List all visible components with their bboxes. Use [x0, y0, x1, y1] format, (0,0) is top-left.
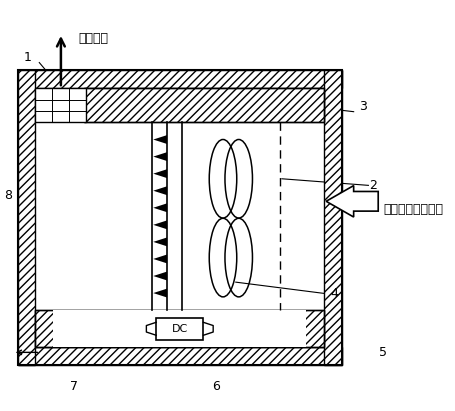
Polygon shape: [153, 272, 167, 280]
Text: 干净空气: 干净空气: [78, 32, 108, 44]
Text: 2: 2: [369, 179, 376, 192]
Text: 7: 7: [70, 380, 77, 393]
Text: 1: 1: [24, 51, 31, 64]
Text: 8: 8: [4, 189, 12, 202]
Bar: [84, 88, 324, 122]
Text: 3: 3: [359, 100, 367, 113]
Text: DC: DC: [171, 324, 187, 334]
Bar: [35, 88, 86, 122]
Polygon shape: [153, 135, 167, 144]
Text: 4: 4: [329, 287, 337, 300]
Bar: [156, 318, 203, 339]
Bar: [53, 310, 306, 347]
Polygon shape: [325, 186, 377, 217]
Polygon shape: [153, 186, 167, 195]
Bar: [18, 70, 341, 365]
Bar: [18, 70, 35, 365]
Bar: [84, 88, 324, 122]
Polygon shape: [153, 220, 167, 229]
Polygon shape: [153, 152, 167, 161]
Polygon shape: [153, 254, 167, 263]
Bar: [18, 347, 341, 365]
Polygon shape: [153, 203, 167, 212]
Text: 6: 6: [212, 380, 220, 393]
Text: 5: 5: [378, 346, 386, 359]
Text: 含有污染物的空气: 含有污染物的空气: [382, 203, 442, 216]
Bar: [18, 70, 341, 88]
Polygon shape: [153, 289, 167, 298]
Bar: [35, 310, 324, 347]
Bar: [35, 310, 324, 347]
Bar: [324, 70, 341, 365]
Polygon shape: [153, 238, 167, 246]
Bar: [35, 88, 324, 347]
Polygon shape: [153, 169, 167, 178]
